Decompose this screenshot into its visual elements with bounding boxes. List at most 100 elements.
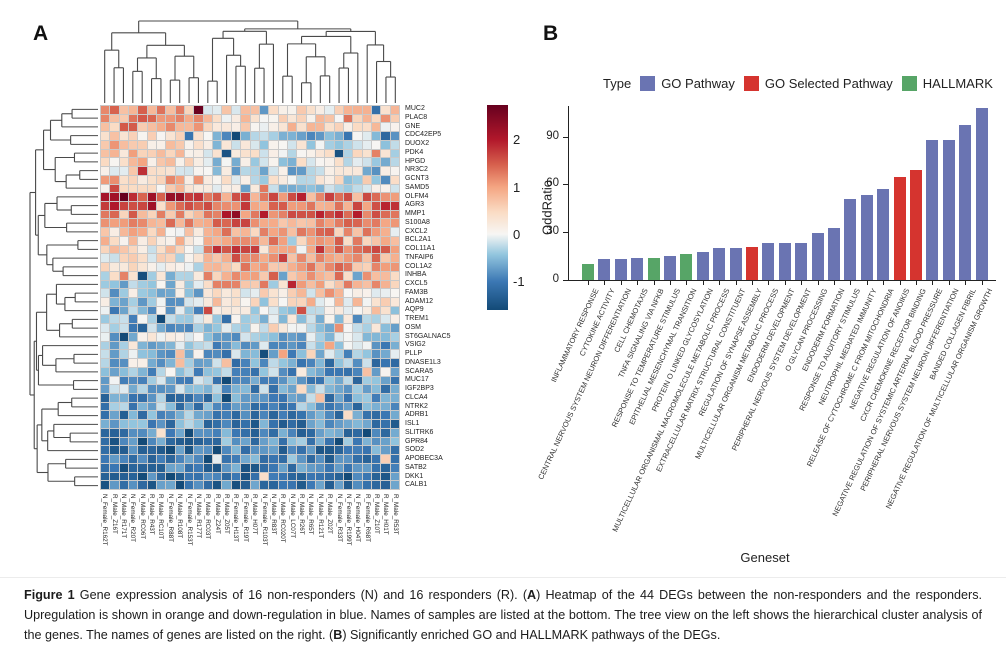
heatmap-cell xyxy=(194,332,203,341)
heatmap-cell xyxy=(278,359,287,367)
heatmap-cell xyxy=(138,376,147,385)
heatmap-cell xyxy=(157,324,166,332)
heatmap-cell xyxy=(101,428,110,437)
heatmap-cell xyxy=(222,289,231,297)
heatmap-cell xyxy=(231,140,241,149)
heatmap-cell xyxy=(259,481,269,489)
heatmap-cell xyxy=(315,140,325,149)
heatmap-cell xyxy=(325,175,334,184)
heatmap-cell xyxy=(362,158,371,167)
heatmap-cell xyxy=(231,114,241,123)
sample-label: N_Female_R162T xyxy=(101,494,109,546)
heatmap-cell xyxy=(250,289,259,297)
heatmap-cell xyxy=(101,175,110,184)
heatmap-cell xyxy=(287,254,297,263)
heatmap-cell xyxy=(278,149,287,158)
heatmap-cell xyxy=(297,280,306,289)
heatmap-cell xyxy=(157,359,166,367)
heatmap-cell xyxy=(157,332,166,341)
heatmap-cell xyxy=(259,472,269,481)
heatmap-cell xyxy=(269,114,278,123)
heatmap-cell xyxy=(353,201,362,210)
heatmap-cell xyxy=(278,106,287,114)
heatmap-cell xyxy=(222,263,231,271)
x-axis-title: Geneset xyxy=(740,550,790,565)
heatmap-cell xyxy=(129,420,138,428)
heatmap-cell xyxy=(259,106,269,114)
heatmap-cell xyxy=(325,193,334,201)
heatmap-cell xyxy=(101,132,110,140)
heatmap-cell xyxy=(213,315,222,324)
heatmap-cell xyxy=(315,149,325,158)
heatmap-cell xyxy=(334,297,343,306)
heatmap-cell xyxy=(343,376,353,385)
heatmap-cell xyxy=(101,140,110,149)
heatmap-cell xyxy=(362,455,371,463)
heatmap-cell xyxy=(250,175,259,184)
heatmap-cell xyxy=(343,359,353,367)
heatmap-cell xyxy=(203,332,213,341)
heatmap-cell xyxy=(175,437,185,446)
heatmap-cell xyxy=(278,446,287,455)
gene-label: COL1A2 xyxy=(405,262,432,270)
heatmap-cell xyxy=(241,385,250,393)
gene-label: ISL1 xyxy=(405,420,420,427)
heatmap-cell xyxy=(362,411,371,420)
heatmap-cell xyxy=(343,402,353,411)
heatmap-cell xyxy=(315,420,325,428)
heatmap-cell xyxy=(334,472,343,481)
heatmap-cell xyxy=(250,158,259,167)
column-dendrogram xyxy=(104,20,396,103)
heatmap-cell xyxy=(213,158,222,167)
bar xyxy=(598,259,611,280)
heatmap-cell xyxy=(101,367,110,376)
heatmap-cell xyxy=(185,350,194,359)
heatmap-cell xyxy=(129,297,138,306)
heatmap-cell xyxy=(325,393,334,402)
heatmap-cell xyxy=(101,359,110,367)
heatmap-cell xyxy=(110,472,119,481)
heatmap-cell xyxy=(362,481,371,489)
heatmap-cell xyxy=(175,481,185,489)
heatmap-cell xyxy=(381,245,390,254)
heatmap-cell xyxy=(371,376,381,385)
heatmap-cell xyxy=(175,263,185,271)
heatmap-cell xyxy=(157,481,166,489)
heatmap-cell xyxy=(315,437,325,446)
heatmap-cell xyxy=(381,219,390,228)
heatmap-cell xyxy=(194,472,203,481)
gene-label: S100A8 xyxy=(405,218,430,226)
heatmap-cell xyxy=(390,167,399,175)
heatmap-cell xyxy=(259,428,269,437)
heatmap-cell xyxy=(343,158,353,167)
heatmap-cell xyxy=(343,437,353,446)
heatmap-cell xyxy=(306,463,315,472)
bar xyxy=(582,264,594,280)
heatmap-cell xyxy=(175,376,185,385)
heatmap-cell xyxy=(297,228,306,236)
heatmap-cell xyxy=(390,315,399,324)
heatmap-cell xyxy=(287,428,297,437)
heatmap-cell xyxy=(147,376,157,385)
heatmap-cell xyxy=(259,254,269,263)
heatmap-cell xyxy=(250,315,259,324)
heatmap-cell xyxy=(194,210,203,219)
gene-label: ADAM12 xyxy=(405,297,434,305)
heatmap-cell xyxy=(241,193,250,201)
heatmap-cell xyxy=(269,219,278,228)
heatmap-cell xyxy=(381,254,390,263)
heatmap-cell xyxy=(306,341,315,350)
heatmap-cell xyxy=(194,158,203,167)
heatmap-cell xyxy=(231,210,241,219)
gene-label: GNE xyxy=(405,122,421,130)
heatmap-cell xyxy=(371,411,381,420)
heatmap-cell xyxy=(381,167,390,175)
heatmap-cell xyxy=(110,228,119,236)
heatmap-cell xyxy=(119,385,129,393)
heatmap-cell xyxy=(362,376,371,385)
heatmap-cell xyxy=(213,123,222,132)
heatmap-cell xyxy=(381,332,390,341)
heatmap-cell xyxy=(334,393,343,402)
heatmap-cell xyxy=(315,472,325,481)
sample-label: N_Female_R153T xyxy=(185,494,193,546)
